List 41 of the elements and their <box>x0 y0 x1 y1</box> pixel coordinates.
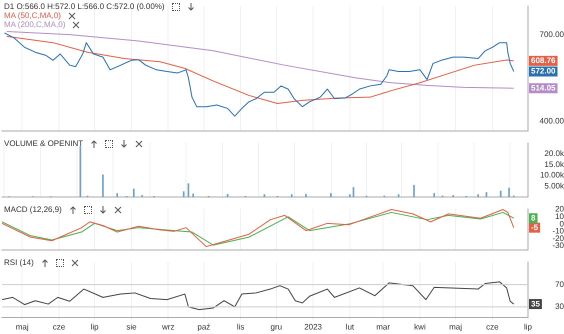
y-tick-label: 10 <box>555 212 564 221</box>
annotation: 514.05 <box>531 83 556 92</box>
y-tick-label: 10.00k <box>540 170 564 180</box>
x-tick-label: sie <box>126 322 138 332</box>
x-tick-label: cze <box>52 322 66 332</box>
x-tick-label: maj <box>16 322 29 332</box>
text: MA (50,C,MA,0) <box>4 11 61 20</box>
x-tick-label: 2023 <box>304 322 323 332</box>
y-tick-label: 400.00 <box>540 116 564 126</box>
y-tick-label: 5.00k <box>544 182 564 191</box>
chart-title: RSI (14) <box>4 258 34 267</box>
y-tick-label: 15.0k <box>544 160 564 169</box>
annotation: 572.00 <box>531 66 556 76</box>
x-tick-label: paź <box>197 322 210 332</box>
x-tick-label: cze <box>486 322 500 332</box>
y-tick-label: -30 <box>552 241 564 250</box>
y-tick-label: 700.00 <box>540 30 564 39</box>
x-tick-label: lip <box>524 322 533 332</box>
annotation: 608.76 <box>531 56 556 66</box>
x-tick-label: lut <box>346 322 355 332</box>
x-tick-label: maj <box>449 322 462 332</box>
annotation: 8 <box>531 213 536 222</box>
y-tick-label: 30 <box>555 302 564 312</box>
annotation: 35 <box>531 299 540 308</box>
x-tick-label: gru <box>270 322 282 332</box>
chart-title: D1 O:566.0 H:572.0 L:566.0 C:572.0 (0.00%) <box>4 2 165 11</box>
x-tick-label: mar <box>376 322 390 332</box>
x-tick-label: lis <box>236 322 244 332</box>
y-tick-label: 70 <box>555 280 564 289</box>
y-tick-label: 20 <box>555 204 564 214</box>
y-tick-label: -10 <box>552 226 564 236</box>
x-tick-label: wrz <box>161 322 174 332</box>
x-tick-label: kwi <box>414 322 426 332</box>
annotation: -5 <box>531 222 539 232</box>
y-tick-label: -20 <box>552 234 564 243</box>
y-tick-label: 0 <box>560 219 564 228</box>
chart-title: VOLUME & OPENINT <box>4 139 84 148</box>
x-tick-label: lip <box>90 322 100 332</box>
series-label: MA (200,C,MA,0) <box>4 20 66 29</box>
y-tick-label: 20.0k <box>544 148 564 158</box>
chart-title: MACD (12,26,9) <box>4 205 62 214</box>
